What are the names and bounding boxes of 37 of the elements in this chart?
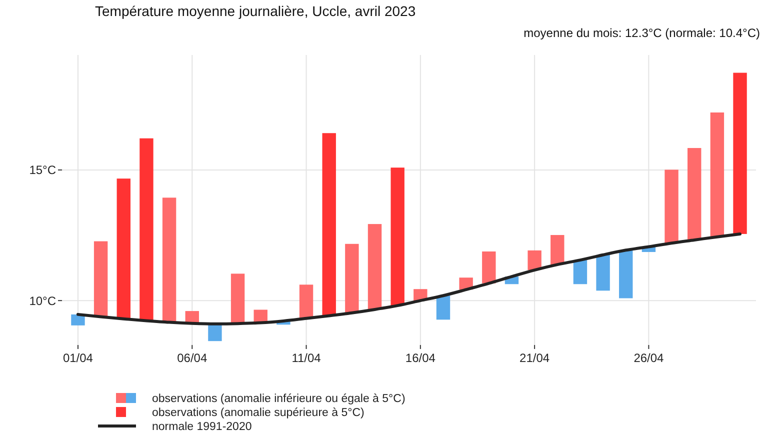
bar xyxy=(619,250,633,298)
bar xyxy=(528,250,542,270)
bar xyxy=(71,314,85,326)
bar xyxy=(596,254,610,291)
bar xyxy=(322,133,336,316)
x-tick-label: 01/04 xyxy=(62,351,94,365)
bar xyxy=(345,244,359,313)
bar xyxy=(482,251,496,284)
chart-title: Température moyenne journalière, Uccle, avril 2023 xyxy=(95,3,416,19)
text: moyenne du mois: 12.3°C (normale: 10.4°C) xyxy=(524,26,760,40)
bar xyxy=(208,324,222,342)
legend-label: normale 1991-2020 xyxy=(152,421,252,432)
bar xyxy=(688,148,702,240)
legend-label: observations (anomalie supérieure à 5°C) xyxy=(152,407,365,420)
y-tick-label: 15°C xyxy=(29,163,56,178)
bar xyxy=(550,235,564,265)
x-tick-label: 26/04 xyxy=(634,351,664,365)
y-tick-label: 10°C xyxy=(29,294,56,308)
legend-label: observations (anomalie inférieure ou égale à 5°C) xyxy=(152,393,406,406)
line-series xyxy=(76,232,742,326)
bar xyxy=(162,198,176,322)
bar xyxy=(368,224,382,310)
bar xyxy=(733,72,747,234)
x-tick-label: 16/04 xyxy=(405,351,436,365)
bar xyxy=(436,296,450,320)
x-tick-label: 21/04 xyxy=(520,351,550,365)
x-tick-label: 06/04 xyxy=(177,351,208,365)
bar xyxy=(140,138,154,321)
x-tick-label: 11/04 xyxy=(292,351,322,365)
bar xyxy=(390,168,404,306)
bar xyxy=(664,170,678,244)
bar xyxy=(94,241,108,317)
bar xyxy=(573,260,588,284)
bar xyxy=(710,112,724,237)
bar xyxy=(116,178,130,319)
bar xyxy=(230,274,245,324)
bar xyxy=(299,284,314,318)
